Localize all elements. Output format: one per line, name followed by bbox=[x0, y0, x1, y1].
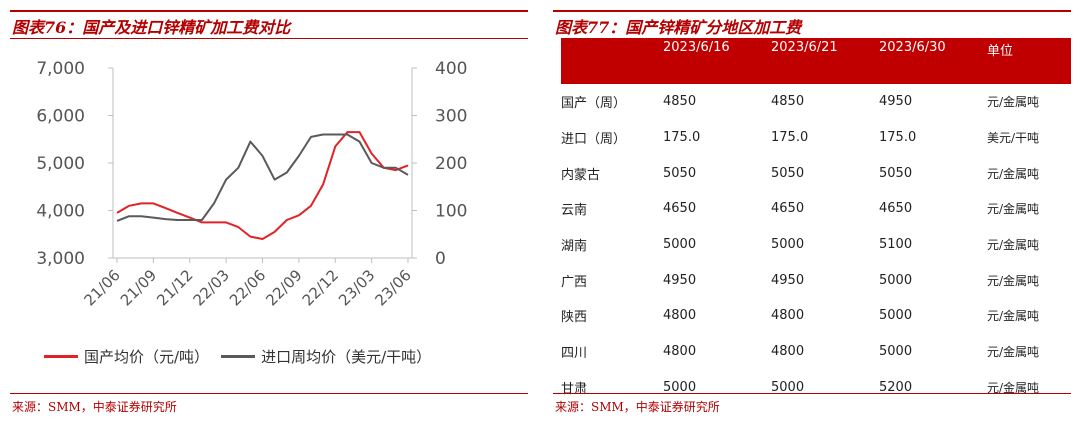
table-row: 进口（周） 175.0 175.0 175.0 美元/干吨 bbox=[561, 120, 1071, 156]
value-cell: 5200 bbox=[879, 379, 913, 395]
legend-item: 进口周均价（美元/干吨） bbox=[221, 346, 431, 367]
series-line-domestic bbox=[116, 131, 409, 240]
left-tick-label: 3,000 bbox=[36, 249, 85, 269]
left-tick-label: 4,000 bbox=[36, 202, 85, 222]
x-tick-label: 21/12 bbox=[153, 266, 196, 309]
legend-label: 国产均价（元/吨） bbox=[84, 348, 210, 366]
table-row: 广西 4950 4950 5000 元/金属吨 bbox=[561, 262, 1071, 298]
right-tick-label: 0 bbox=[435, 249, 446, 269]
value-cell: 4800 bbox=[771, 344, 805, 360]
x-tick-label: 21/09 bbox=[117, 266, 160, 309]
bottom-rule bbox=[553, 393, 1071, 394]
chart-source: 来源：SMM，中泰证券研究所 bbox=[12, 400, 177, 414]
left-panel: 图表76：国产及进口锌精矿加工费对比 7,000 6,000 5,000 4,000 3… bbox=[10, 0, 528, 421]
x-tick-label: 22/09 bbox=[262, 266, 305, 309]
unit-cell: 元/金属吨 bbox=[987, 166, 1040, 181]
row-label: 广西 bbox=[561, 274, 588, 290]
right-panel: 图表77：国产锌精矿分地区加工费 2023/6/16 2023/6/21 202… bbox=[553, 0, 1071, 421]
value-cell: 4850 bbox=[771, 94, 805, 110]
row-label: 国产（周） bbox=[561, 96, 627, 112]
legend-label: 进口周均价（美元/干吨） bbox=[261, 348, 432, 366]
header-cell-unit: 单位 bbox=[987, 38, 1071, 84]
top-rule bbox=[10, 10, 528, 12]
value-cell: 175.0 bbox=[879, 130, 917, 146]
legend-swatch bbox=[221, 355, 256, 358]
left-tick-label: 6,000 bbox=[36, 107, 85, 127]
table-row: 四川 4800 4800 5000 元/金属吨 bbox=[561, 334, 1071, 370]
unit-cell: 元/金属吨 bbox=[987, 238, 1040, 253]
regional-tc-table: 2023/6/16 2023/6/21 2023/6/30 单位 国产（周） 48… bbox=[561, 38, 1071, 405]
value-cell: 4650 bbox=[663, 201, 697, 217]
value-cell: 5000 bbox=[663, 237, 697, 253]
right-tick-label: 400 bbox=[435, 59, 467, 79]
value-cell: 5000 bbox=[771, 237, 805, 253]
left-tick-label: 7,000 bbox=[36, 59, 85, 79]
unit-cell: 元/金属吨 bbox=[987, 380, 1040, 395]
left-tick-label: 5,000 bbox=[36, 154, 85, 174]
chart-figure-title: 图表76：国产及进口锌精矿加工费对比 bbox=[12, 18, 291, 37]
value-cell: 5000 bbox=[663, 379, 697, 395]
table-header-row: 2023/6/16 2023/6/21 2023/6/30 单位 bbox=[561, 38, 1071, 84]
table-row: 国产（周） 4850 4850 4950 元/金属吨 bbox=[561, 84, 1071, 120]
unit-cell: 元/金属吨 bbox=[987, 202, 1040, 217]
value-cell: 4850 bbox=[663, 94, 697, 110]
row-label: 湖南 bbox=[561, 239, 588, 255]
x-tick-label: 22/03 bbox=[190, 266, 233, 309]
row-label: 进口（周） bbox=[561, 132, 627, 148]
table-source: 来源：SMM，中泰证券研究所 bbox=[555, 400, 720, 414]
value-cell: 4950 bbox=[663, 272, 697, 288]
unit-cell: 元/金属吨 bbox=[987, 345, 1040, 360]
table-figure-title: 图表77：国产锌精矿分地区加工费 bbox=[555, 18, 802, 37]
value-cell: 175.0 bbox=[663, 130, 701, 146]
header-cell-date-1: 2023/6/16 bbox=[663, 38, 771, 84]
title-rule bbox=[10, 38, 528, 39]
row-label: 内蒙古 bbox=[561, 167, 601, 183]
value-cell: 5000 bbox=[879, 272, 913, 288]
table-row: 云南 4650 4650 4650 元/金属吨 bbox=[561, 191, 1071, 227]
header-cell-date-2: 2023/6/21 bbox=[771, 38, 879, 84]
value-cell: 4650 bbox=[879, 201, 913, 217]
unit-cell: 美元/干吨 bbox=[987, 131, 1040, 146]
value-cell: 4800 bbox=[663, 344, 697, 360]
legend-item: 国产均价（元/吨） bbox=[44, 346, 209, 367]
right-tick-label: 300 bbox=[435, 107, 467, 127]
value-cell: 5000 bbox=[771, 379, 805, 395]
value-cell: 4950 bbox=[771, 272, 805, 288]
right-tick-label: 200 bbox=[435, 154, 467, 174]
legend-swatch bbox=[44, 355, 78, 358]
x-tick-label: 23/03 bbox=[335, 266, 378, 309]
header-cell-label bbox=[561, 38, 663, 84]
row-label: 陕西 bbox=[561, 310, 588, 326]
unit-cell: 元/金属吨 bbox=[987, 309, 1040, 324]
value-cell: 5100 bbox=[879, 237, 913, 253]
unit-cell: 元/金属吨 bbox=[987, 95, 1040, 110]
x-tick-label: 21/06 bbox=[81, 266, 124, 309]
value-cell: 4800 bbox=[663, 308, 697, 324]
table-row: 内蒙古 5050 5050 5050 元/金属吨 bbox=[561, 155, 1071, 191]
table-row: 陕西 4800 4800 5000 元/金属吨 bbox=[561, 298, 1071, 334]
value-cell: 175.0 bbox=[771, 130, 809, 146]
x-tick-label: 22/12 bbox=[299, 266, 342, 309]
bottom-rule bbox=[10, 393, 528, 394]
table-row: 湖南 5000 5000 5100 元/金属吨 bbox=[561, 227, 1071, 263]
value-cell: 4950 bbox=[879, 94, 913, 110]
chart-legend: 国产均价（元/吨） 进口周均价（美元/干吨） bbox=[44, 346, 443, 367]
zinc-tc-line-chart: 7,000 6,000 5,000 4,000 3,000 400 300 200 100 0 21… bbox=[36, 59, 467, 309]
value-cell: 5050 bbox=[879, 165, 913, 181]
value-cell: 5000 bbox=[879, 344, 913, 360]
x-tick-label: 23/06 bbox=[372, 266, 415, 309]
header-cell-date-3: 2023/6/30 bbox=[879, 38, 987, 84]
row-label: 云南 bbox=[561, 203, 588, 219]
value-cell: 5050 bbox=[663, 165, 697, 181]
value-cell: 5050 bbox=[771, 165, 805, 181]
top-rule bbox=[553, 10, 1071, 12]
series-line-imported bbox=[116, 133, 409, 222]
value-cell: 4650 bbox=[771, 201, 805, 217]
right-tick-label: 100 bbox=[435, 202, 467, 222]
value-cell: 4800 bbox=[771, 308, 805, 324]
value-cell: 5000 bbox=[879, 308, 913, 324]
x-tick-label: 22/06 bbox=[226, 266, 269, 309]
unit-cell: 元/金属吨 bbox=[987, 273, 1040, 288]
row-label: 四川 bbox=[561, 346, 588, 362]
